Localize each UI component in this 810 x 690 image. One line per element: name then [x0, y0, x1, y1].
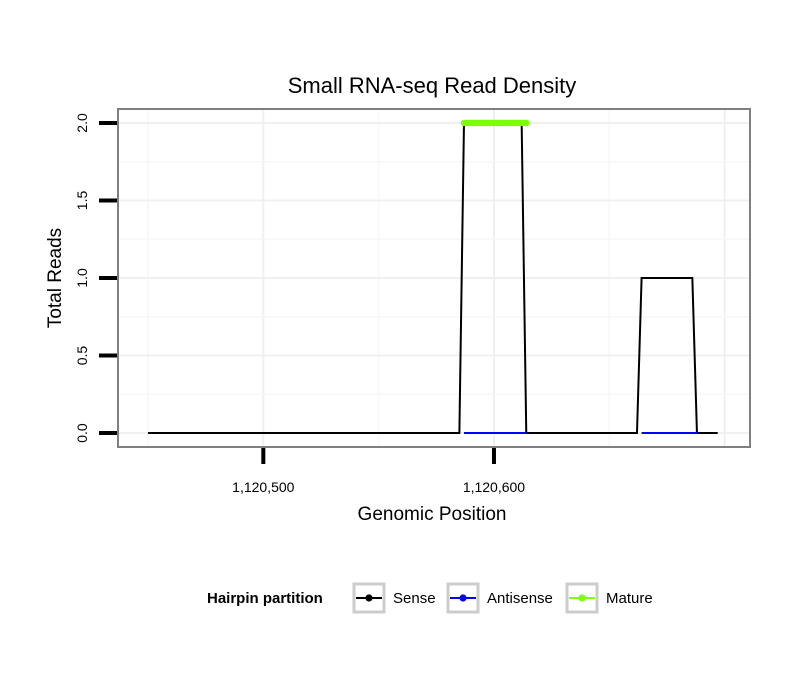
- chart-title: Small RNA-seq Read Density: [288, 73, 577, 98]
- y-axis-title: Total Reads: [45, 228, 66, 328]
- x-tick-label: 1,120,600: [463, 479, 525, 495]
- x-axis-title: Genomic Position: [358, 504, 507, 525]
- legend-title: Hairpin partition: [207, 590, 323, 607]
- series-layer: [147, 119, 718, 435]
- y-tick-label: 0.5: [74, 346, 90, 366]
- x-tick-label: 1,120,500: [232, 479, 294, 495]
- grid: [118, 109, 750, 447]
- legend-label-antisense: Antisense: [487, 590, 553, 607]
- y-tick-label: 2.0: [74, 113, 90, 133]
- legend-label-mature: Mature: [606, 590, 653, 607]
- y-tick-label: 1.5: [74, 191, 90, 211]
- legend-key-point: [578, 594, 586, 602]
- series-line-sense: [147, 121, 718, 435]
- legend-label-sense: Sense: [393, 590, 436, 607]
- y-tick-label: 1.0: [74, 268, 90, 288]
- y-tick-label: 0.0: [74, 423, 90, 443]
- plot-border: [117, 108, 751, 448]
- legend-key-point: [365, 594, 373, 602]
- legend: Hairpin partition Sense Antisense Mature: [207, 582, 653, 614]
- mature-point: [523, 119, 530, 127]
- legend-key-point: [459, 594, 467, 602]
- axes: 1,120,500 1,120,600 0.0 0.5 1.0 1.5 2.0: [74, 113, 525, 495]
